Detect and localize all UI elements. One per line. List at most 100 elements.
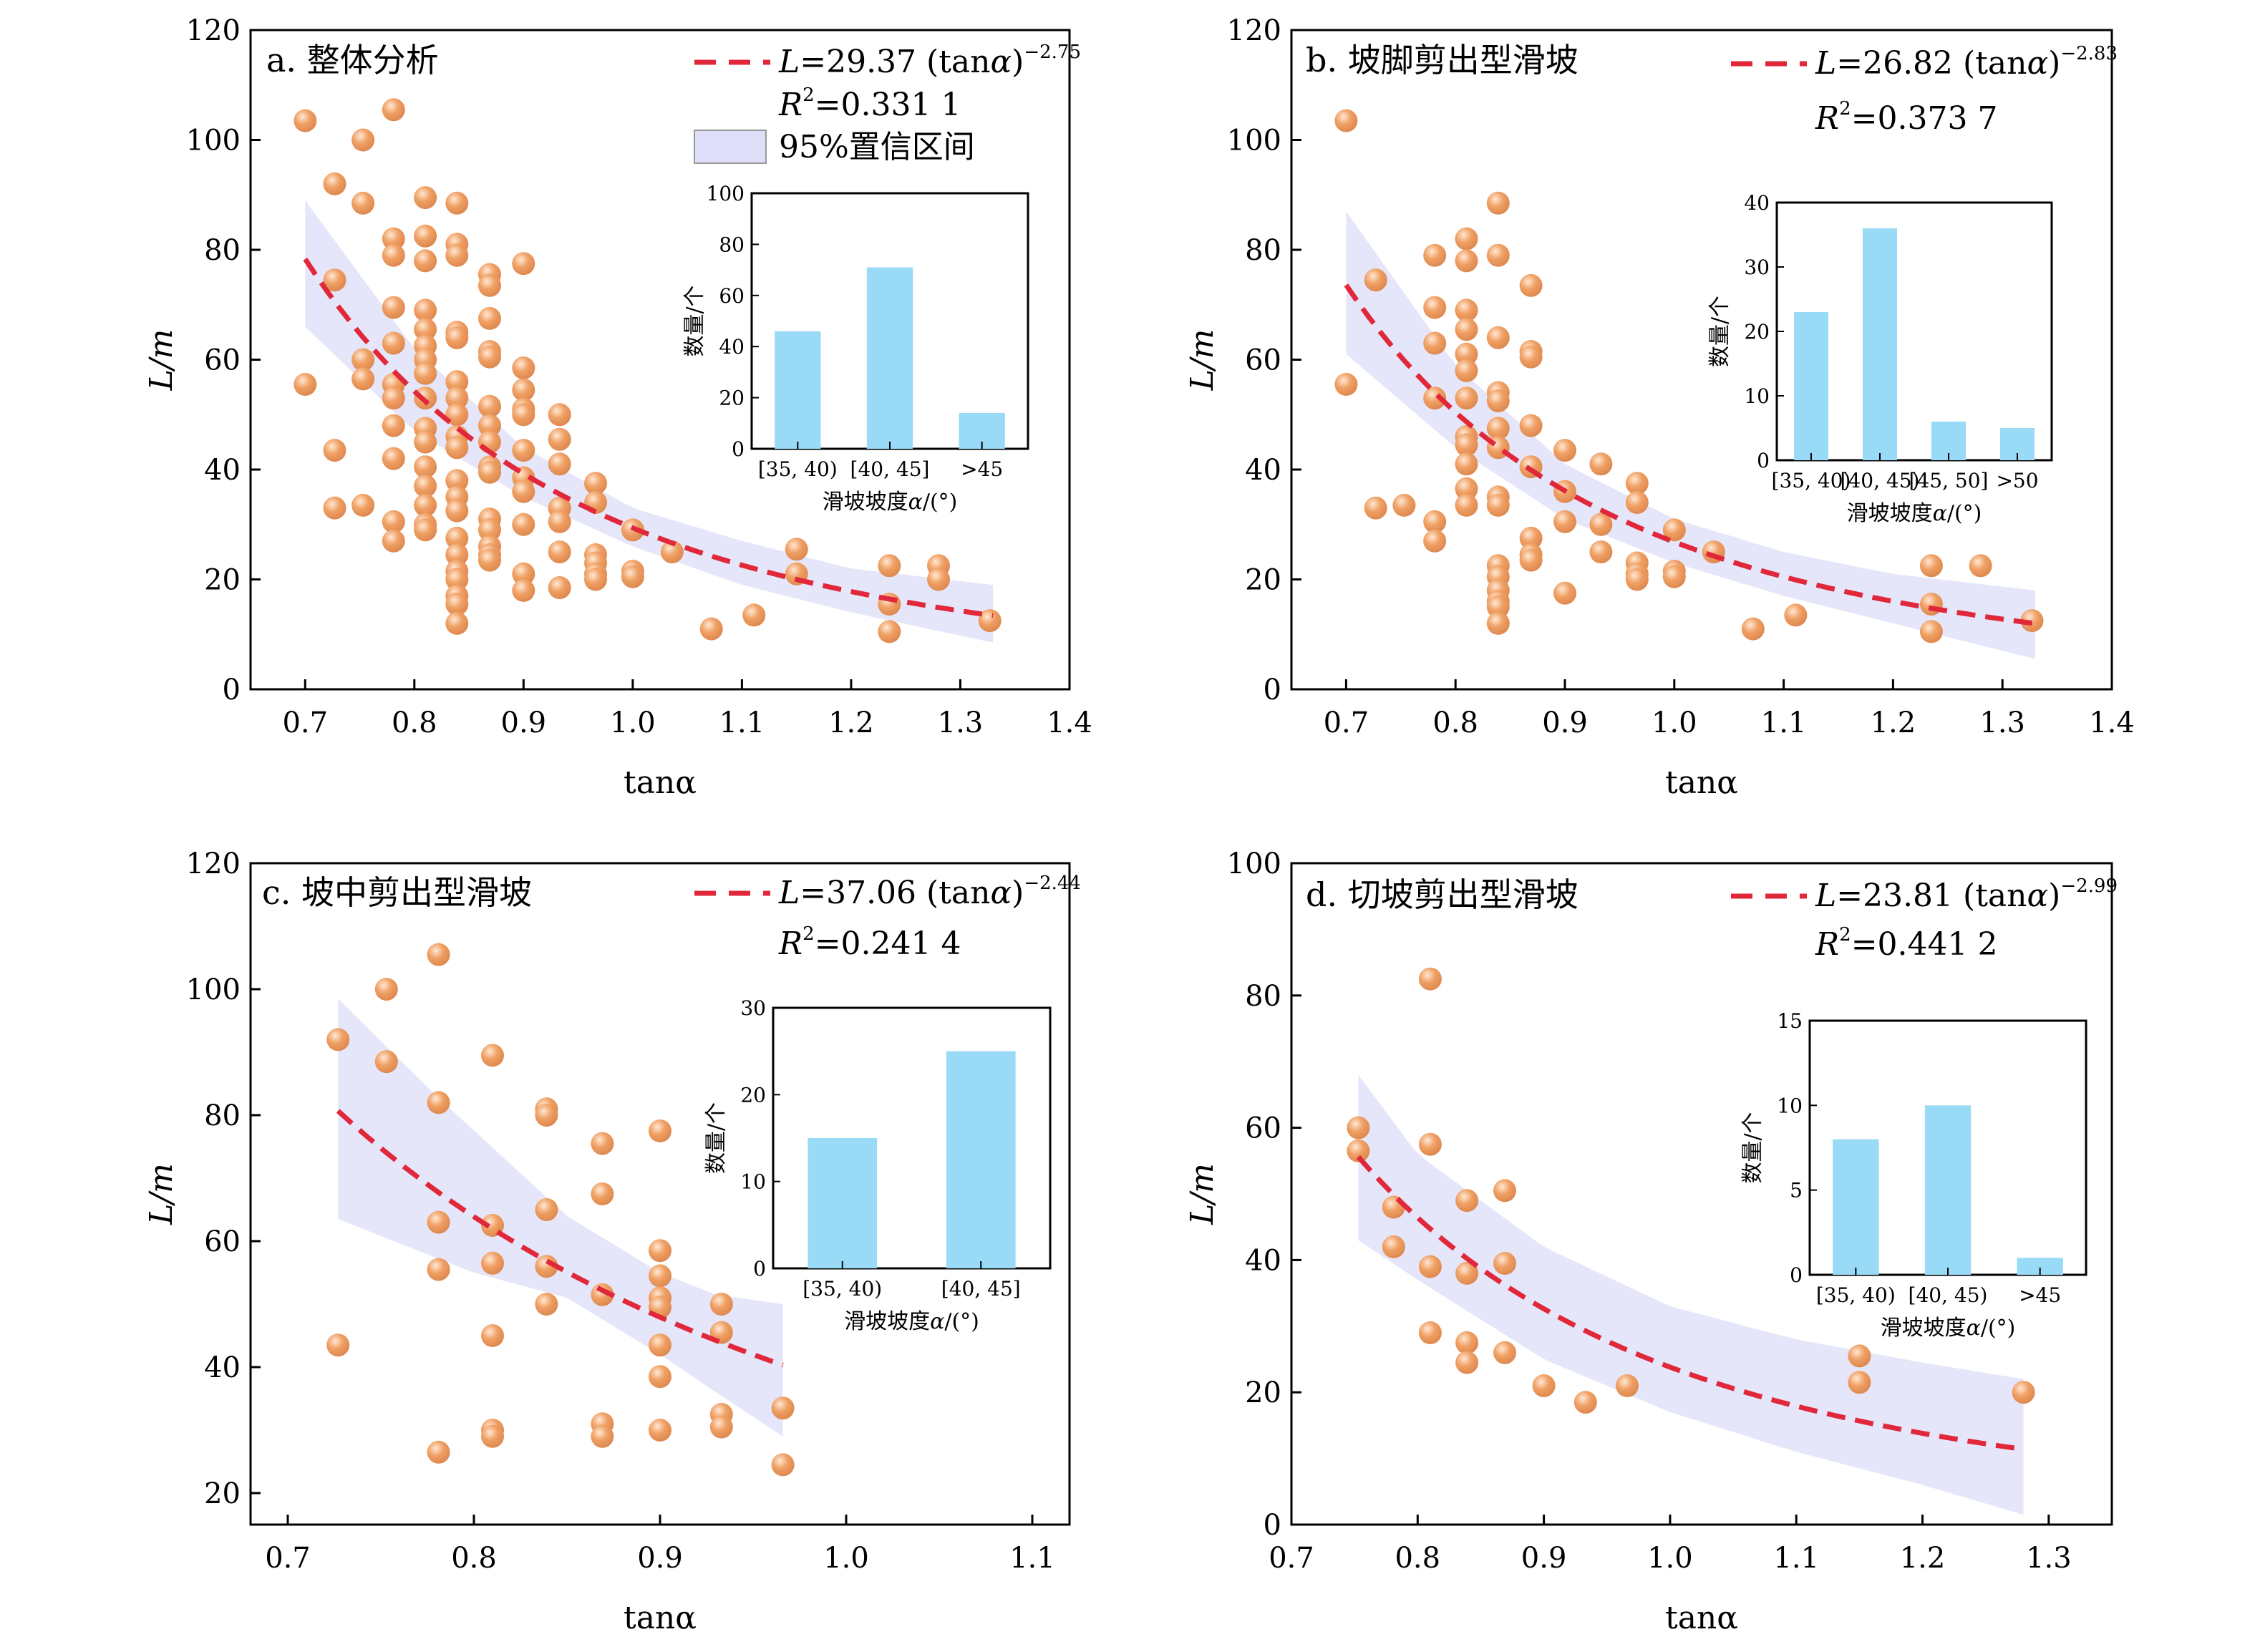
y-tick-label: 80 xyxy=(1245,234,1281,267)
x-tick-label: 1.0 xyxy=(1652,706,1697,739)
panel-a: 0 20 40 60 80 100 120 0.7 0.8 0.9 1.0 1.1 1.2 1.3 1.4 t… xyxy=(143,14,1092,801)
inset-bar xyxy=(1794,312,1828,460)
data-point xyxy=(1532,1374,1556,1397)
inset-bar xyxy=(808,1138,878,1268)
inset-bar xyxy=(1833,1139,1879,1275)
x-axis-title: tanα xyxy=(1665,1600,1738,1636)
inset-y-tick-label: 5 xyxy=(1790,1179,1803,1202)
data-point xyxy=(382,243,405,267)
inset-y-tick-label: 30 xyxy=(740,996,766,1020)
x-tick-label: 1.3 xyxy=(1979,706,2025,739)
data-point xyxy=(351,128,375,152)
inset-bar xyxy=(775,331,821,449)
data-point xyxy=(414,224,437,248)
data-point xyxy=(478,345,501,369)
panel-title: b. 坡脚剪出型滑坡 xyxy=(1306,41,1578,79)
data-point xyxy=(785,538,808,561)
fit-equation: L=29.37 (tanα)−2.75 xyxy=(778,42,1081,80)
x-tick-label: 0.8 xyxy=(1432,706,1478,739)
x-tick-label: 0.8 xyxy=(392,706,437,739)
y-tick-label: 60 xyxy=(204,344,241,377)
inset-y-tick-label: 40 xyxy=(719,335,745,359)
y-axis-title: L/m xyxy=(143,1163,180,1225)
x-tick-label: 1.2 xyxy=(1900,1542,1946,1575)
inset-x-axis-title: 滑坡坡度α/(°) xyxy=(823,490,958,515)
data-point xyxy=(445,191,469,215)
data-point xyxy=(649,1333,671,1357)
data-point xyxy=(445,436,469,460)
data-point xyxy=(326,1333,350,1357)
data-point xyxy=(535,1104,558,1127)
confidence-band xyxy=(1358,1074,2024,1515)
data-point xyxy=(1486,326,1510,349)
data-point xyxy=(621,565,644,588)
data-point xyxy=(374,1050,398,1074)
data-point xyxy=(1455,318,1478,341)
inset-bar xyxy=(866,267,913,449)
scatter-points xyxy=(1347,967,2035,1414)
data-point xyxy=(374,978,398,1001)
data-point xyxy=(512,562,535,586)
data-point xyxy=(323,172,346,195)
data-point xyxy=(414,430,437,454)
panel-title: d. 切坡剪出型滑坡 xyxy=(1306,875,1578,914)
y-tick-label: 20 xyxy=(204,564,241,597)
data-point xyxy=(351,493,375,517)
data-point xyxy=(1589,540,1613,564)
x-tick-label: 1.1 xyxy=(1009,1542,1055,1575)
inset-y-tick-label: 20 xyxy=(1744,320,1770,344)
data-point xyxy=(548,540,571,564)
data-point xyxy=(382,387,405,410)
data-point xyxy=(427,943,450,966)
y-tick-label: 40 xyxy=(1245,1244,1281,1277)
inset-x-tick-label: [40, 45) xyxy=(1909,1283,1988,1307)
inset-y-axis-title: 数量/个 xyxy=(682,285,707,356)
y-tick-label: 120 xyxy=(1227,14,1281,47)
y-tick-label: 60 xyxy=(1245,344,1281,377)
data-point xyxy=(382,447,405,470)
data-point xyxy=(478,394,501,418)
inset-y-axis-title: 数量/个 xyxy=(704,1102,729,1174)
data-point xyxy=(478,460,501,484)
y-tick-label: 100 xyxy=(1227,847,1281,880)
inset-histogram: [35, 40) [40, 45] >45 0 20 40 60 80 100 滑坡坡度α/(°)… xyxy=(682,182,1029,515)
data-point xyxy=(427,1258,450,1281)
data-point xyxy=(1493,1341,1516,1364)
panel-title: c. 坡中剪出型滑坡 xyxy=(262,873,532,912)
data-point xyxy=(1455,433,1478,457)
data-point xyxy=(1423,331,1447,355)
data-point xyxy=(512,578,535,602)
data-point xyxy=(294,373,317,396)
y-tick-label: 60 xyxy=(1245,1112,1281,1145)
data-point xyxy=(1625,472,1649,495)
data-point xyxy=(1553,439,1576,462)
data-point xyxy=(427,1210,450,1234)
x-tick-label: 0.9 xyxy=(1542,706,1588,739)
inset-y-tick-label: 0 xyxy=(1790,1263,1803,1287)
inset-x-tick-label: >45 xyxy=(961,457,1003,481)
data-point xyxy=(1455,1261,1479,1285)
data-point xyxy=(382,414,405,437)
inset-y-tick-label: 20 xyxy=(740,1083,766,1107)
data-point xyxy=(1486,191,1510,215)
data-point xyxy=(414,249,437,273)
x-tick-label: 0.8 xyxy=(451,1542,497,1575)
data-point xyxy=(1455,1351,1479,1374)
data-point xyxy=(445,387,469,410)
data-point xyxy=(294,109,317,132)
inset-x-tick-label: >45 xyxy=(2019,1283,2061,1307)
data-point xyxy=(445,326,469,349)
data-point xyxy=(512,252,535,276)
y-tick-label: 120 xyxy=(186,14,241,47)
data-point xyxy=(878,620,901,643)
x-tick-label: 1.4 xyxy=(1047,706,1092,739)
inset-x-tick-label: [40, 45) xyxy=(1841,469,1920,492)
y-tick-label: 80 xyxy=(204,234,241,267)
y-tick-label: 40 xyxy=(204,454,241,487)
data-point xyxy=(481,1044,504,1067)
data-point xyxy=(445,611,469,635)
data-point xyxy=(382,296,405,319)
y-tick-label: 80 xyxy=(204,1099,241,1132)
x-tick-label: 1.4 xyxy=(2089,706,2135,739)
